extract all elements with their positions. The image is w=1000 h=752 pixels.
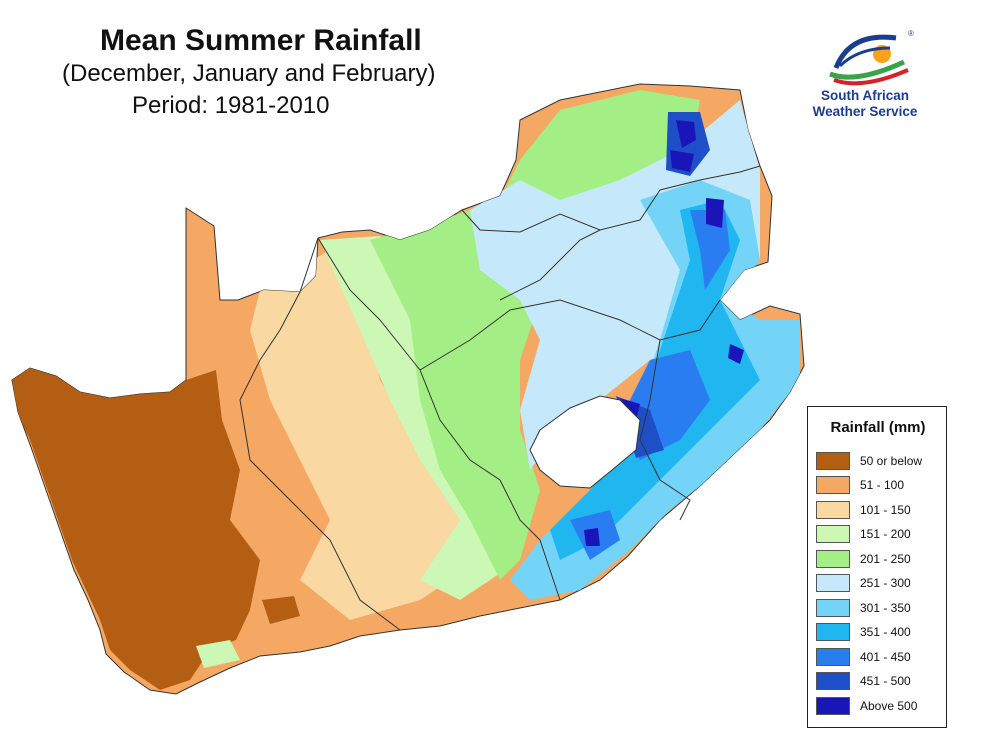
legend-item: 50 or below [816, 451, 944, 471]
legend-item: 451 - 500 [816, 671, 944, 691]
legend-swatch [816, 501, 850, 519]
legend-swatch [816, 697, 850, 715]
legend-item: 401 - 450 [816, 647, 944, 667]
legend-title: Rainfall (mm) [830, 419, 926, 436]
rainfall-map [11, 83, 805, 695]
legend-item: 301 - 350 [816, 598, 944, 618]
legend-label: 251 - 300 [860, 576, 911, 590]
saws-logo: ® South African Weather Service [800, 26, 930, 122]
legend-item: 351 - 400 [816, 622, 944, 642]
map-subtitle: (December, January and February) [62, 60, 436, 87]
legend-item: 51 - 100 [816, 475, 944, 495]
legend-swatch [816, 599, 850, 617]
logo-line-1: South African [820, 88, 909, 103]
zone-201-250 [370, 90, 700, 580]
legend-swatch [816, 574, 850, 592]
legend-label: Above 500 [860, 699, 918, 713]
legend-item: 151 - 200 [816, 524, 944, 544]
legend-label: 301 - 350 [860, 601, 911, 615]
province-borders [185, 165, 761, 631]
legend-label: 451 - 500 [860, 674, 911, 688]
legend: Rainfall (mm) 50 or below 51 - 100 101 -… [807, 406, 947, 728]
zone-401-450 [570, 210, 730, 560]
legend-item: 251 - 300 [816, 573, 944, 593]
legend-swatch [816, 476, 850, 494]
logo-line-2: Weather Service [812, 104, 918, 119]
legend-item: 201 - 250 [816, 549, 944, 569]
legend-label: 101 - 150 [860, 503, 911, 517]
zone-50-or-below [12, 368, 300, 690]
legend-item: 101 - 150 [816, 500, 944, 520]
saws-swoosh-icon: ® [829, 29, 914, 86]
map-title: Mean Summer Rainfall [100, 24, 422, 57]
legend-label: 351 - 400 [860, 625, 911, 639]
legend-label: 51 - 100 [860, 478, 905, 492]
zone-coastal-green [196, 640, 240, 668]
legend-swatch [816, 672, 850, 690]
legend-swatch [816, 550, 850, 568]
legend-label: 151 - 200 [860, 527, 911, 541]
legend-label: 401 - 450 [860, 650, 911, 664]
legend-label: 50 or below [860, 454, 923, 468]
zone-101-150 [250, 250, 480, 620]
legend-swatch [816, 452, 850, 470]
legend-swatch [816, 648, 850, 666]
lesotho [529, 395, 641, 489]
legend-swatch [816, 525, 850, 543]
svg-text:®: ® [908, 29, 914, 38]
legend-swatch [816, 623, 850, 641]
legend-label: 201 - 250 [860, 552, 911, 566]
legend-item: Above 500 [816, 696, 944, 716]
map-period: Period: 1981-2010 [132, 92, 330, 119]
